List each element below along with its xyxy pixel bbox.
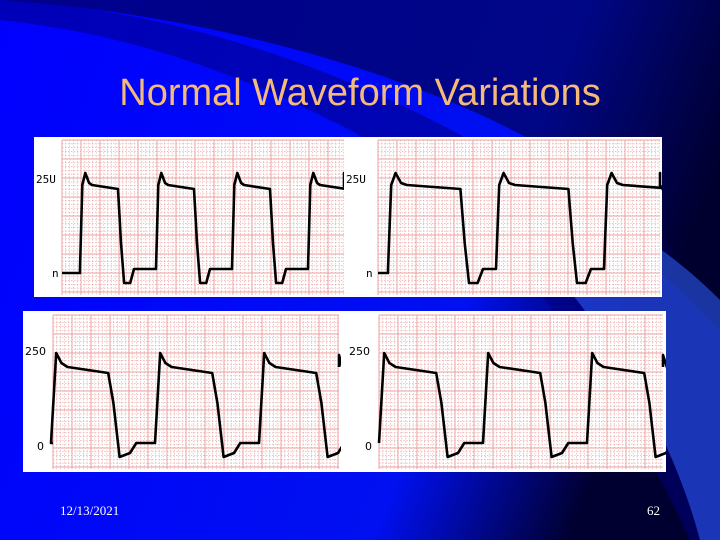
waveform-chart-3-svg: 250 0	[25, 314, 341, 469]
waveform-chart-2-svg: 25U n	[346, 139, 662, 295]
y-tick-top: 250	[25, 345, 46, 358]
y-tick-bottom: 0	[365, 440, 372, 453]
slide-title: Normal Waveform Variations	[119, 72, 601, 114]
waveform-line	[62, 171, 346, 285]
waveform-chart-1-svg: 25U n	[36, 139, 346, 295]
y-tick-top: 25U	[36, 173, 56, 186]
chart-grid	[377, 139, 660, 295]
y-tick-top: 250	[349, 345, 370, 358]
slide-page-number: 62	[647, 503, 660, 518]
y-tick-top: 25U	[346, 173, 366, 186]
slide-date: 12/13/2021	[60, 503, 120, 518]
chart-grid	[61, 139, 344, 295]
chart-grid	[378, 314, 663, 469]
y-tick-bottom: n	[366, 267, 373, 280]
chart-grid	[52, 314, 339, 469]
waveform-chart-1: 25U n	[34, 137, 346, 297]
y-tick-bottom: n	[52, 267, 59, 280]
waveform-chart-4-svg: 250 0	[349, 314, 666, 469]
waveform-chart-2: 25U n	[344, 137, 662, 297]
waveform-line	[378, 171, 662, 285]
waveform-chart-3: 250 0	[23, 311, 341, 472]
y-tick-bottom: 0	[37, 440, 44, 453]
waveform-line	[377, 351, 666, 459]
waveform-line	[49, 351, 341, 459]
waveform-chart-4: 250 0	[341, 311, 666, 472]
